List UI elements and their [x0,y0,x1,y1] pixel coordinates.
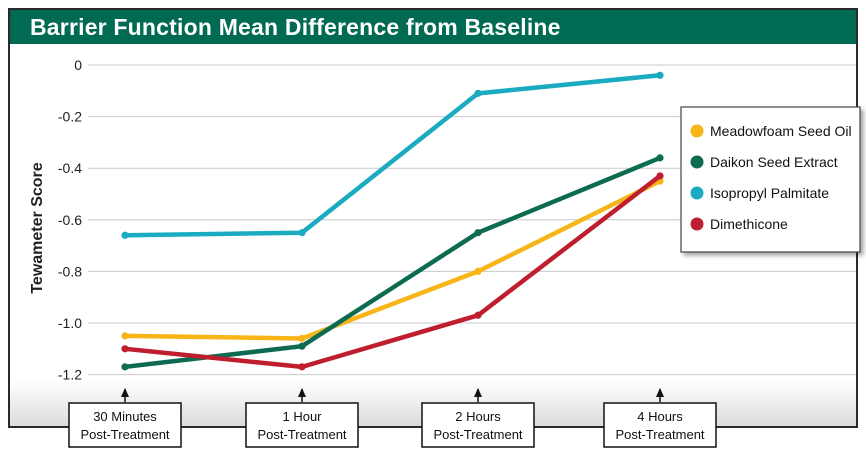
x-tick-arrow [656,388,664,397]
x-category-box [603,402,717,448]
legend-marker [690,124,704,138]
y-tick-label: -1.2 [58,367,82,383]
data-point [298,342,306,350]
chart-title: Barrier Function Mean Difference from Ba… [10,10,856,44]
series-group [121,177,664,343]
legend-label: Meadowfoam Seed Oil [710,123,852,139]
legend: Meadowfoam Seed Oil Daikon Seed Extract Is… [680,106,861,253]
x-category: 2 Hours Post-Treatment [421,388,535,448]
x-category-labels: 30 Minutes Post-Treatment 1 Hour Post-Treat… [68,388,717,448]
data-point [121,363,129,371]
y-axis-label: Tewameter Score [29,162,46,293]
legend-marker [690,155,704,169]
x-category-label-line1: 4 Hours [637,409,683,424]
data-point [121,345,129,353]
y-tick-label: -1.0 [58,315,82,331]
series-line [122,73,663,238]
series-group [121,172,664,371]
data-point [298,229,306,237]
x-category-box [421,402,535,448]
x-category-box [68,402,182,448]
series-group [121,71,664,239]
x-category-label-line2: Post-Treatment [80,427,169,442]
data-point [298,334,306,343]
data-point [474,229,482,237]
y-tick-label: 0 [74,57,82,73]
y-tick-label: -0.8 [58,263,82,279]
legend-label: Dimethicone [710,216,788,232]
data-point [298,363,306,371]
x-category: 30 Minutes Post-Treatment [68,388,182,448]
x-category-label-line1: 30 Minutes [93,409,157,424]
x-category: 1 Hour Post-Treatment [245,388,359,448]
data-point [656,71,664,79]
series-lines [121,71,664,371]
x-category-box [245,402,359,448]
series-line [122,178,663,341]
legend-label: Daikon Seed Extract [710,154,838,170]
x-category-label-line2: Post-Treatment [615,427,704,442]
x-category: 4 Hours Post-Treatment [603,388,717,448]
x-category-label-line2: Post-Treatment [257,427,346,442]
y-tick-label: -0.2 [58,109,82,125]
data-point [474,89,482,97]
y-tick-label: -0.4 [58,160,82,176]
x-category-label-line1: 2 Hours [455,409,501,424]
x-tick-arrow [121,388,129,397]
series-line [122,173,663,370]
data-point [121,231,129,239]
x-tick-arrow [298,388,306,397]
y-tick-label: -0.6 [58,212,82,228]
data-point [121,332,129,340]
data-point [474,267,482,275]
x-tick-arrow [474,388,482,397]
x-category-label-line1: 1 Hour [282,409,322,424]
legend-box [680,106,861,253]
legend-marker [690,186,704,200]
y-tick-labels: 0 -0.2 -0.4 -0.6 -0.8 -1.2 -1.0 [58,57,82,383]
legend-marker [690,217,704,231]
legend-label: Isopropyl Palmitate [710,185,829,201]
x-category-label-line2: Post-Treatment [433,427,522,442]
data-point [656,154,664,162]
data-point [656,172,664,180]
data-point [474,311,482,319]
